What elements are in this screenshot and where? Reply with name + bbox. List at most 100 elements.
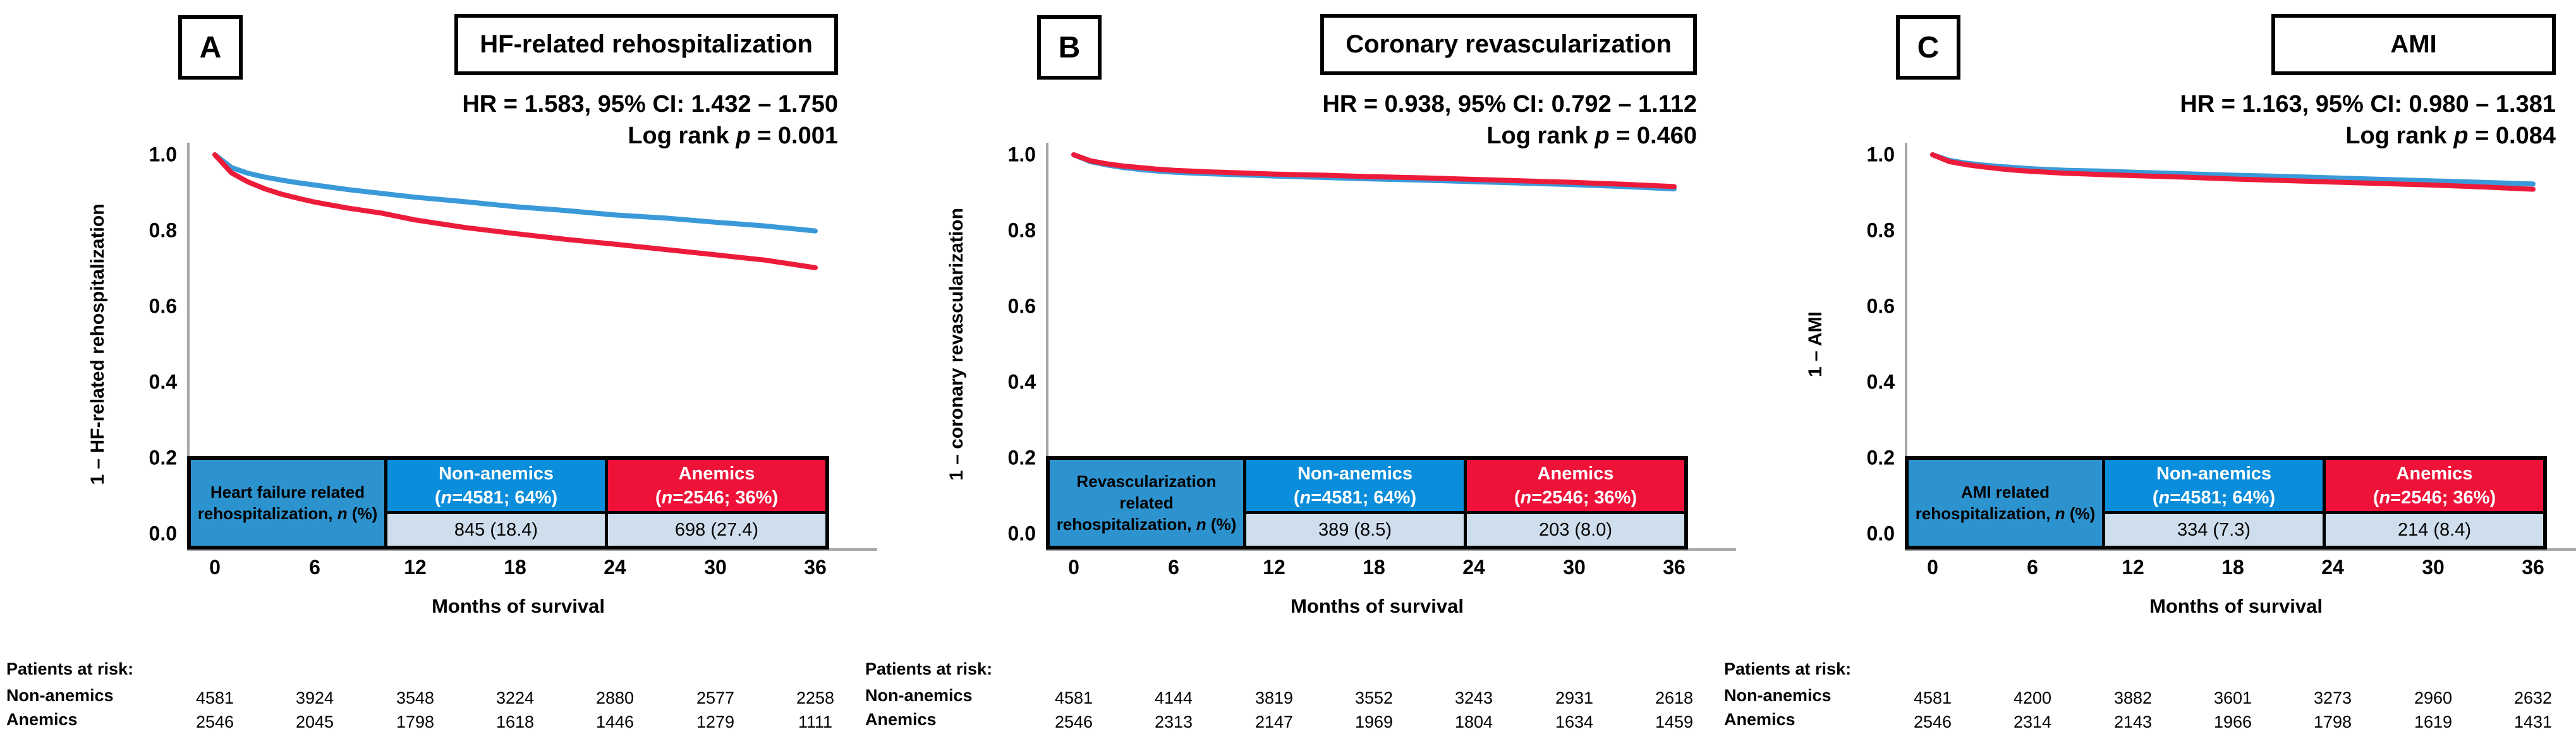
x-tick-label: 24: [1462, 556, 1485, 579]
anemics-header-cell: Anemics (n=2546; 36%): [1467, 460, 1684, 514]
risk-count: 2546: [1913, 712, 1952, 731]
risk-count: 4200: [2013, 688, 2052, 707]
logrank-text: Log rank p = 0.001: [628, 123, 838, 149]
anemics-value-cell: 214 (8.4): [2326, 514, 2543, 546]
x-tick-label: 18: [2221, 556, 2244, 579]
x-axis-line: [187, 548, 877, 551]
y-axis-line: [1046, 143, 1048, 551]
event-table: AMI related rehospitalization, n (%) Non…: [1905, 456, 2547, 550]
risk-count: 3273: [2313, 688, 2352, 707]
y-tick-label: 0.6: [149, 294, 177, 318]
panel-letter-box: B: [1037, 15, 1102, 80]
panel-c: C AMI HR = 1.163, 95% CI: 0.980 – 1.381 …: [1718, 0, 2576, 751]
risk-count: 2147: [1255, 712, 1294, 731]
risk-count: 1279: [696, 712, 735, 731]
risk-count: 2880: [595, 688, 635, 707]
anemics-column: Anemics (n=2546; 36%) 698 (27.4): [605, 460, 825, 546]
risk-count: 4144: [1154, 688, 1193, 707]
y-tick-label: 0.4: [149, 370, 177, 394]
risk-count: 1798: [396, 712, 435, 731]
risk-count: 3548: [396, 688, 435, 707]
risk-count: 1446: [595, 712, 635, 731]
hr-text: HR = 1.583, 95% CI: 1.432 – 1.750: [462, 91, 838, 117]
non-anemics-column: Non-anemics (n=4581; 64%) 845 (18.4): [384, 460, 605, 546]
y-tick-label: 0.0: [149, 522, 177, 545]
x-axis-title: Months of survival: [2149, 595, 2323, 617]
y-tick-label: 0.2: [1866, 446, 1895, 469]
x-tick-label: 0: [1068, 556, 1079, 579]
x-tick-label: 0: [1927, 556, 1938, 579]
risk-count: 1431: [2513, 712, 2553, 731]
risk-count: 2314: [2013, 712, 2052, 731]
risk-row-label: Anemics: [865, 710, 937, 729]
y-tick-label: 0.0: [1007, 522, 1036, 545]
x-tick-label: 30: [704, 556, 727, 579]
anemics-value-cell: 698 (27.4): [608, 514, 825, 546]
risk-count: 1804: [1454, 712, 1493, 731]
panel-title-box: Coronary revascularization: [1320, 14, 1697, 75]
risk-count: 4581: [1913, 688, 1952, 707]
hr-text: HR = 1.163, 95% CI: 0.980 – 1.381: [2180, 91, 2556, 117]
patients-at-risk-header: Patients at risk:: [1724, 659, 1852, 678]
panel-title: Coronary revascularization: [1346, 30, 1672, 58]
panel-stats: HR = 1.163, 95% CI: 0.980 – 1.381 Log ra…: [2180, 88, 2556, 152]
risk-count: 3601: [2213, 688, 2252, 707]
x-tick-label: 0: [209, 556, 221, 579]
x-tick-label: 18: [504, 556, 526, 579]
x-tick-label: 12: [2122, 556, 2144, 579]
panel-letter-box: A: [178, 15, 243, 80]
risk-count: 1966: [2213, 712, 2252, 731]
risk-count: 2546: [1054, 712, 1093, 731]
risk-count: 1111: [798, 712, 833, 731]
panel-stats: HR = 0.938, 95% CI: 0.792 – 1.112 Log ra…: [1322, 88, 1697, 152]
anemics-header-cell: Anemics (n=2546; 36%): [2326, 460, 2543, 514]
anemics-curve: [212, 152, 818, 270]
risk-count: 1459: [1655, 712, 1694, 731]
x-tick-label: 24: [2321, 556, 2344, 579]
non-anemics-column: Non-anemics (n=4581; 64%) 334 (7.3): [2102, 460, 2323, 546]
x-tick-label: 36: [1663, 556, 1686, 579]
x-tick-label: 6: [309, 556, 320, 579]
non-anemics-value-cell: 845 (18.4): [387, 514, 605, 546]
risk-count: 2045: [295, 712, 334, 731]
x-tick-label: 6: [2027, 556, 2038, 579]
panel-letter-box: C: [1896, 15, 1960, 80]
y-tick-label: 0.6: [1866, 294, 1895, 318]
y-tick-label: 0.2: [1007, 446, 1036, 469]
logrank-text: Log rank p = 0.084: [2345, 123, 2556, 149]
x-tick-label: 36: [2522, 556, 2544, 579]
non-anemics-value-cell: 389 (8.5): [1246, 514, 1464, 546]
event-table: Heart failure related rehospitalization,…: [187, 456, 829, 550]
panel-title: HF-related rehospitalization: [480, 30, 813, 58]
risk-count: 3924: [295, 688, 334, 707]
anemics-column: Anemics (n=2546; 36%) 214 (8.4): [2323, 460, 2543, 546]
risk-count: 2546: [195, 712, 234, 731]
x-axis-line: [1905, 548, 2576, 551]
non-anemics-column: Non-anemics (n=4581; 64%) 389 (8.5): [1243, 460, 1464, 546]
risk-count: 4581: [195, 688, 234, 707]
risk-count: 3224: [495, 688, 535, 707]
logrank-text: Log rank p = 0.460: [1486, 123, 1697, 149]
x-axis-line: [1046, 548, 1736, 551]
risk-row-label: Anemics: [6, 710, 78, 729]
event-label-cell: Revascularization related rehospitalizat…: [1050, 460, 1243, 546]
risk-count: 2313: [1154, 712, 1193, 731]
event-label-cell: AMI related rehospitalization, n (%): [1909, 460, 2102, 546]
x-tick-label: 12: [404, 556, 427, 579]
anemics-header-cell: Anemics (n=2546; 36%): [608, 460, 825, 514]
panel-letter: B: [1058, 30, 1081, 64]
y-tick-label: 0.2: [149, 446, 177, 469]
anemics-value-cell: 203 (8.0): [1467, 514, 1684, 546]
x-tick-label: 24: [604, 556, 626, 579]
risk-count: 3552: [1354, 688, 1394, 707]
y-tick-label: 0.4: [1007, 370, 1036, 394]
panel-title-box: AMI: [2271, 14, 2556, 75]
y-axis-line: [1905, 143, 1907, 551]
km-curves: [1930, 152, 2536, 192]
x-tick-label: 36: [804, 556, 827, 579]
km-curves: [1071, 152, 1677, 191]
y-tick-label: 1.0: [1866, 143, 1895, 166]
panel-title-box: HF-related rehospitalization: [454, 14, 838, 75]
y-tick-label: 1.0: [1007, 143, 1036, 166]
